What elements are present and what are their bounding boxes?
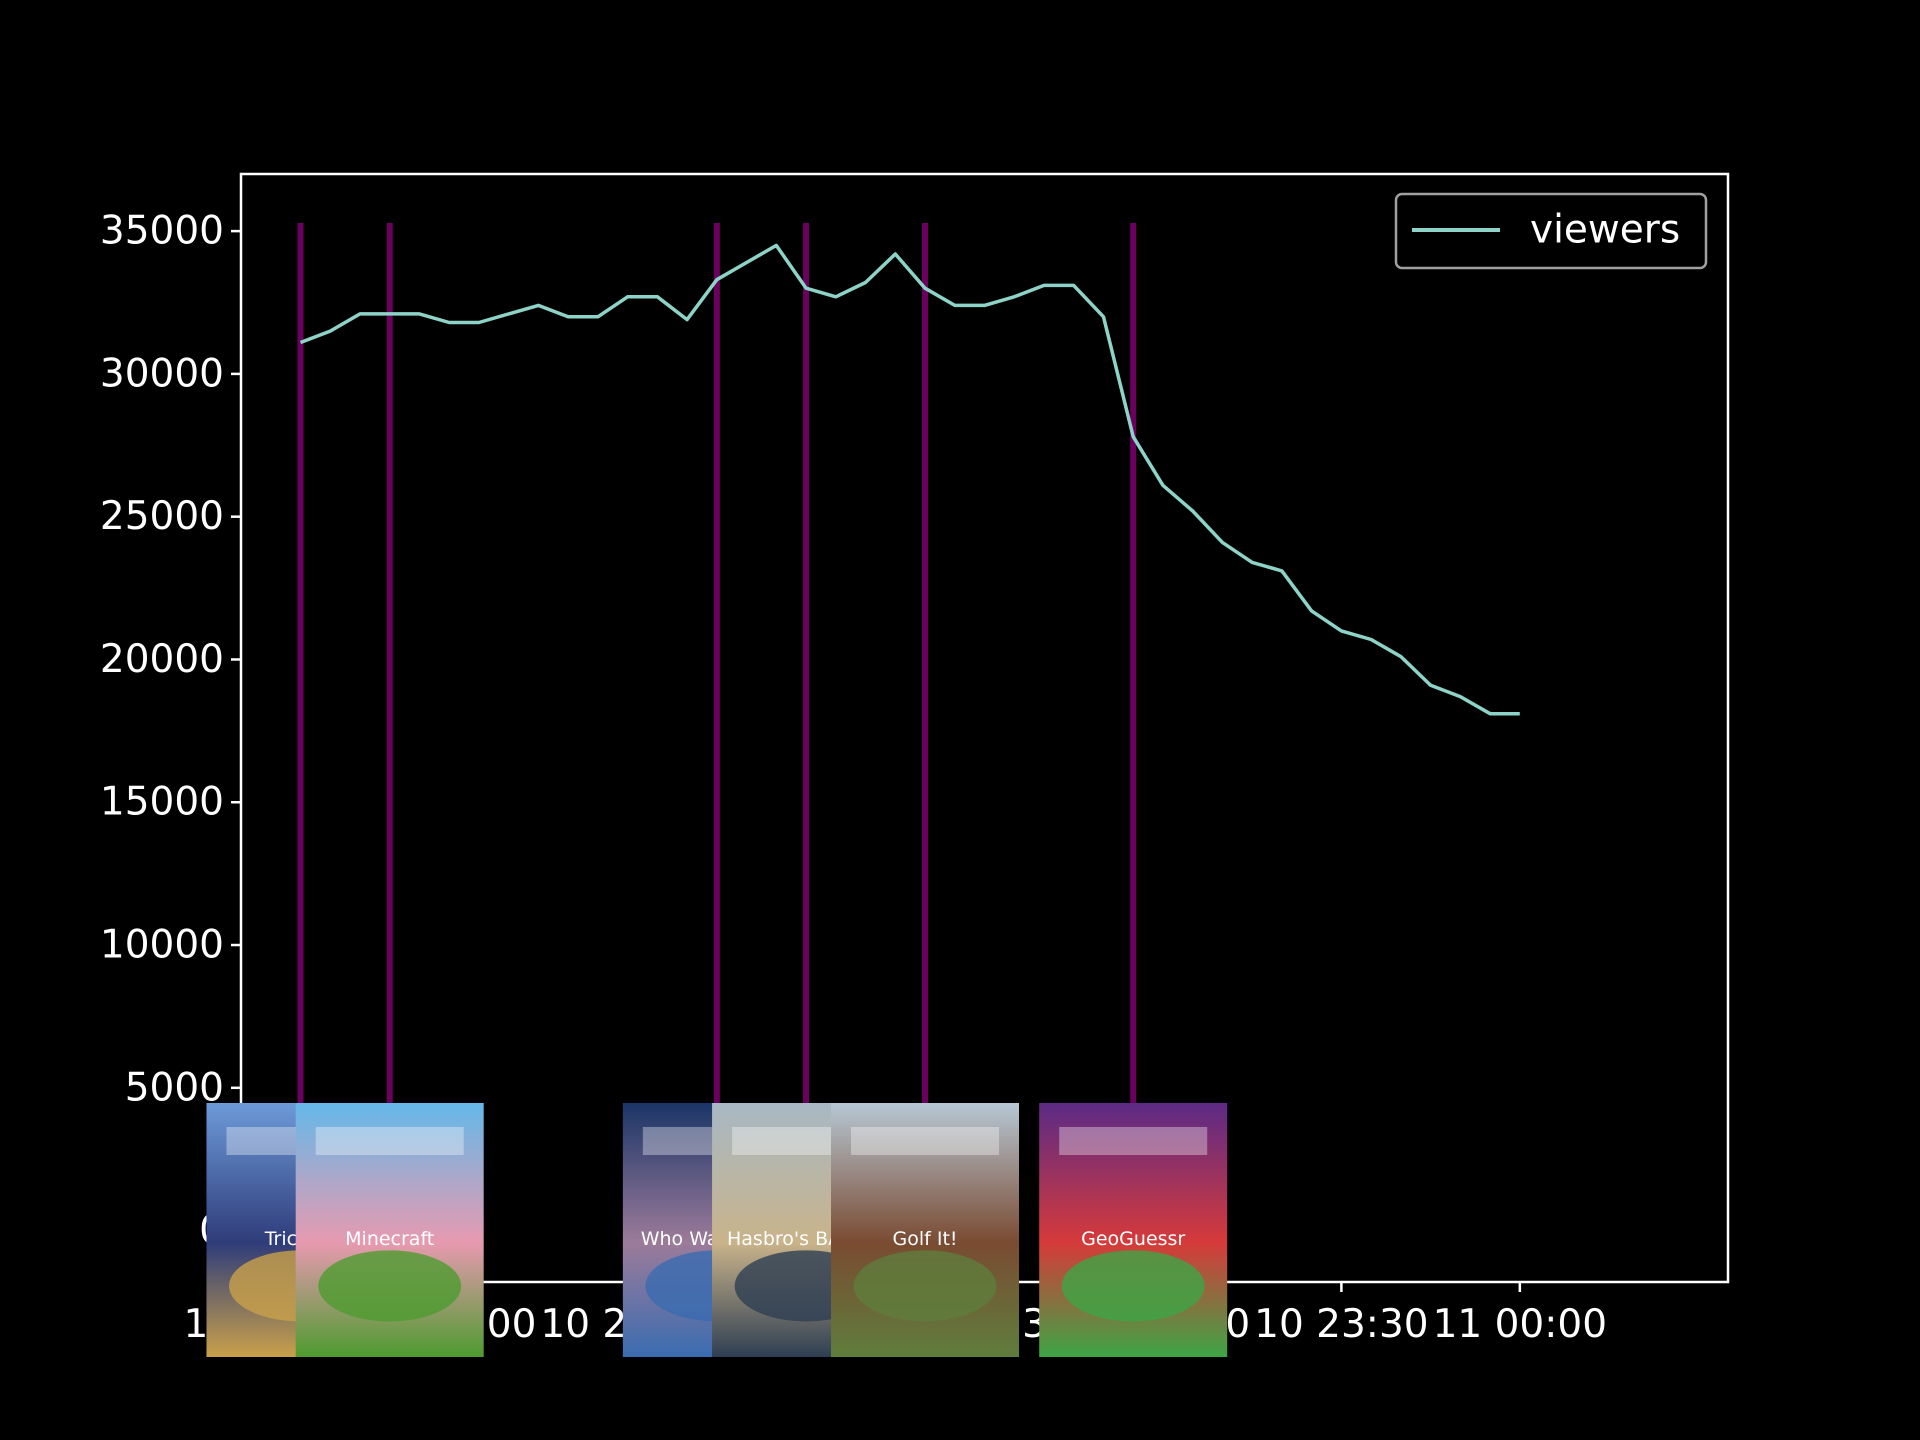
- y-tick-label: 5000: [125, 1065, 224, 1110]
- series-line-viewers: [299, 243, 1520, 716]
- x-tick-label: 11 00:00: [1433, 1302, 1607, 1347]
- y-tick-label: 25000: [100, 494, 224, 539]
- y-tick-label: 10000: [100, 923, 224, 968]
- game-thumbnails: Tricky TMinecraftWho Wants To BHasbro's …: [206, 1103, 1228, 1357]
- series-layer: [299, 243, 1520, 716]
- game-thumbnail: Minecraft: [295, 1103, 484, 1357]
- game-cover-logo-band: [851, 1127, 1000, 1155]
- game-label: Minecraft: [345, 1228, 434, 1250]
- legend-label: viewers: [1530, 208, 1680, 253]
- y-tick-label: 30000: [100, 351, 224, 396]
- game-cover-logo-band: [315, 1127, 464, 1155]
- game-label: Golf It!: [893, 1228, 958, 1250]
- game-cover-logo-band: [1059, 1127, 1208, 1155]
- game-cover-scene: [853, 1250, 997, 1322]
- legend: viewers: [1394, 192, 1708, 270]
- x-tick-label: 10 23:30: [1254, 1302, 1428, 1347]
- game-label: GeoGuessr: [1081, 1228, 1185, 1250]
- game-thumbnail: Golf It!: [831, 1103, 1020, 1357]
- y-tick-label: 35000: [100, 209, 224, 254]
- legend-box: [1394, 192, 1708, 270]
- y-tick-label: 15000: [100, 780, 224, 825]
- game-cover-scene: [318, 1250, 462, 1322]
- game-cover-scene: [1061, 1250, 1205, 1322]
- y-tick-label: 20000: [100, 637, 224, 682]
- game-thumbnail: GeoGuessr: [1039, 1103, 1228, 1357]
- y-axis: 05000100001500020000250003000035000: [100, 209, 241, 1253]
